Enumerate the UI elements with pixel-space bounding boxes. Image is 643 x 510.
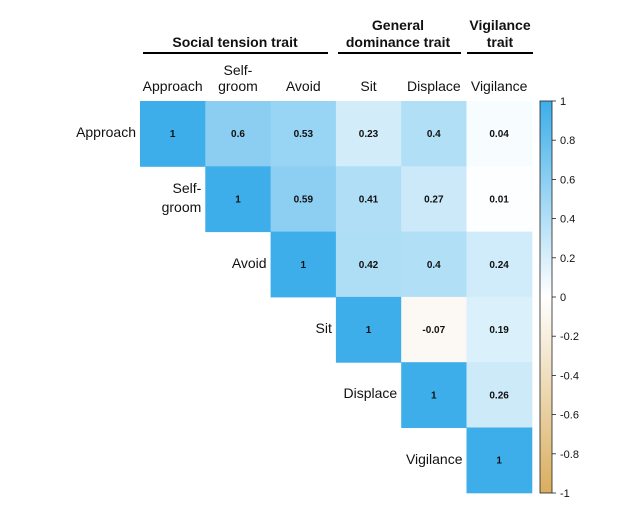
heatmap-cell-r0-c0 <box>140 101 206 167</box>
cell-value-label: 0.53 <box>294 129 314 140</box>
heatmap-cell-r0-c4 <box>401 101 467 167</box>
group-title-vigilance: Vigilance trait <box>469 17 531 50</box>
cell-value-label: 0.23 <box>359 129 379 140</box>
column-label-self-groom: Self- groom <box>218 62 258 94</box>
group-title-social-tension: Social tension trait <box>172 34 298 50</box>
heatmap-cell-r1-c1 <box>205 166 272 233</box>
cell-value-label: 0.19 <box>489 325 509 336</box>
heatmap-cell-r2-c3 <box>335 231 402 298</box>
cell-value-label: 1 <box>431 390 437 401</box>
cell-value-label: 1 <box>496 456 502 467</box>
heatmap-cell-r2-c5 <box>466 231 533 298</box>
heatmap-cell-r1-c5 <box>466 166 533 233</box>
cell-value-label: 1 <box>366 325 372 336</box>
heatmap-cell-r1-c2 <box>270 166 337 233</box>
colorbar-tick-label: 0.8 <box>560 135 575 147</box>
row-label-displace: Displace <box>343 385 398 402</box>
colorbar <box>539 100 553 494</box>
row-label-approach: Approach <box>76 124 136 141</box>
row-label-self-groom: Self- groom <box>161 179 202 215</box>
colorbar-tick-label: -0.6 <box>560 410 579 422</box>
group-line-general-dominance <box>338 52 461 54</box>
cell-value-label: 0.4 <box>427 129 441 140</box>
column-label-displace: Displace <box>406 78 461 94</box>
cell-value-label: -0.07 <box>422 325 445 336</box>
heatmap-cell-r0-c2 <box>270 101 337 167</box>
row-label-sit: Sit <box>315 320 332 337</box>
cell-value-label: 1 <box>301 260 307 271</box>
cell-value-label: 0.01 <box>489 195 509 206</box>
cell-value-label: 0.26 <box>489 390 509 401</box>
heatmap-cell-r0-c1 <box>205 101 272 167</box>
heatmap-cell-r2-c2 <box>270 231 337 298</box>
group-title-general-dominance: General dominance trait <box>345 17 451 50</box>
heatmap-cell-r2-c4 <box>401 231 467 298</box>
cell-value-label: 0.24 <box>489 260 509 271</box>
group-line-social-tension <box>143 52 328 54</box>
row-label-vigilance: Vigilance <box>405 450 463 467</box>
heatmap-cell-r4-c4 <box>401 362 467 428</box>
colorbar-tick-label: 0.4 <box>560 214 575 226</box>
cell-value-label: 0.04 <box>489 129 509 140</box>
heatmap-cell-r1-c3 <box>335 166 402 233</box>
colorbar-tick-label: 0 <box>560 292 566 304</box>
cell-value-label: 0.42 <box>359 260 379 271</box>
cell-value-label: 0.6 <box>231 129 245 140</box>
heatmap-cell-r3-c5 <box>466 296 533 363</box>
row-label-avoid: Avoid <box>231 254 267 271</box>
column-label-approach: Approach <box>142 78 203 94</box>
cell-value-label: 1 <box>170 129 176 140</box>
colorbar-tick-label: -1 <box>560 488 570 500</box>
heatmap-cell-r0-c3 <box>335 101 402 167</box>
column-label-sit: Sit <box>360 78 377 94</box>
heatmap-cell-r5-c5 <box>466 427 533 494</box>
cell-value-label: 0.27 <box>424 195 444 206</box>
heatmap-cell-r4-c5 <box>466 362 533 428</box>
column-label-avoid: Avoid <box>285 78 321 94</box>
heatmap-cell-r0-c5 <box>466 101 533 167</box>
group-line-vigilance <box>467 52 533 54</box>
heatmap-cell-r3-c3 <box>335 296 402 363</box>
colorbar-tick-label: -0.2 <box>560 331 579 343</box>
colorbar-tick-label: -0.8 <box>560 449 579 461</box>
cell-value-label: 0.41 <box>359 195 379 206</box>
colorbar-tick-label: 0.2 <box>560 253 575 265</box>
column-label-vigilance: Vigilance <box>470 78 528 94</box>
cell-value-label: 0.4 <box>427 260 441 271</box>
colorbar-tick-label: 1 <box>560 96 566 108</box>
colorbar-tick-label: 0.6 <box>560 174 575 186</box>
cell-value-label: 1 <box>235 195 241 206</box>
heatmap-cell-r3-c4 <box>401 296 467 363</box>
colorbar-tick-label: -0.4 <box>560 370 579 382</box>
heatmap-cell-r1-c4 <box>401 166 467 233</box>
cell-value-label: 0.59 <box>294 195 314 206</box>
